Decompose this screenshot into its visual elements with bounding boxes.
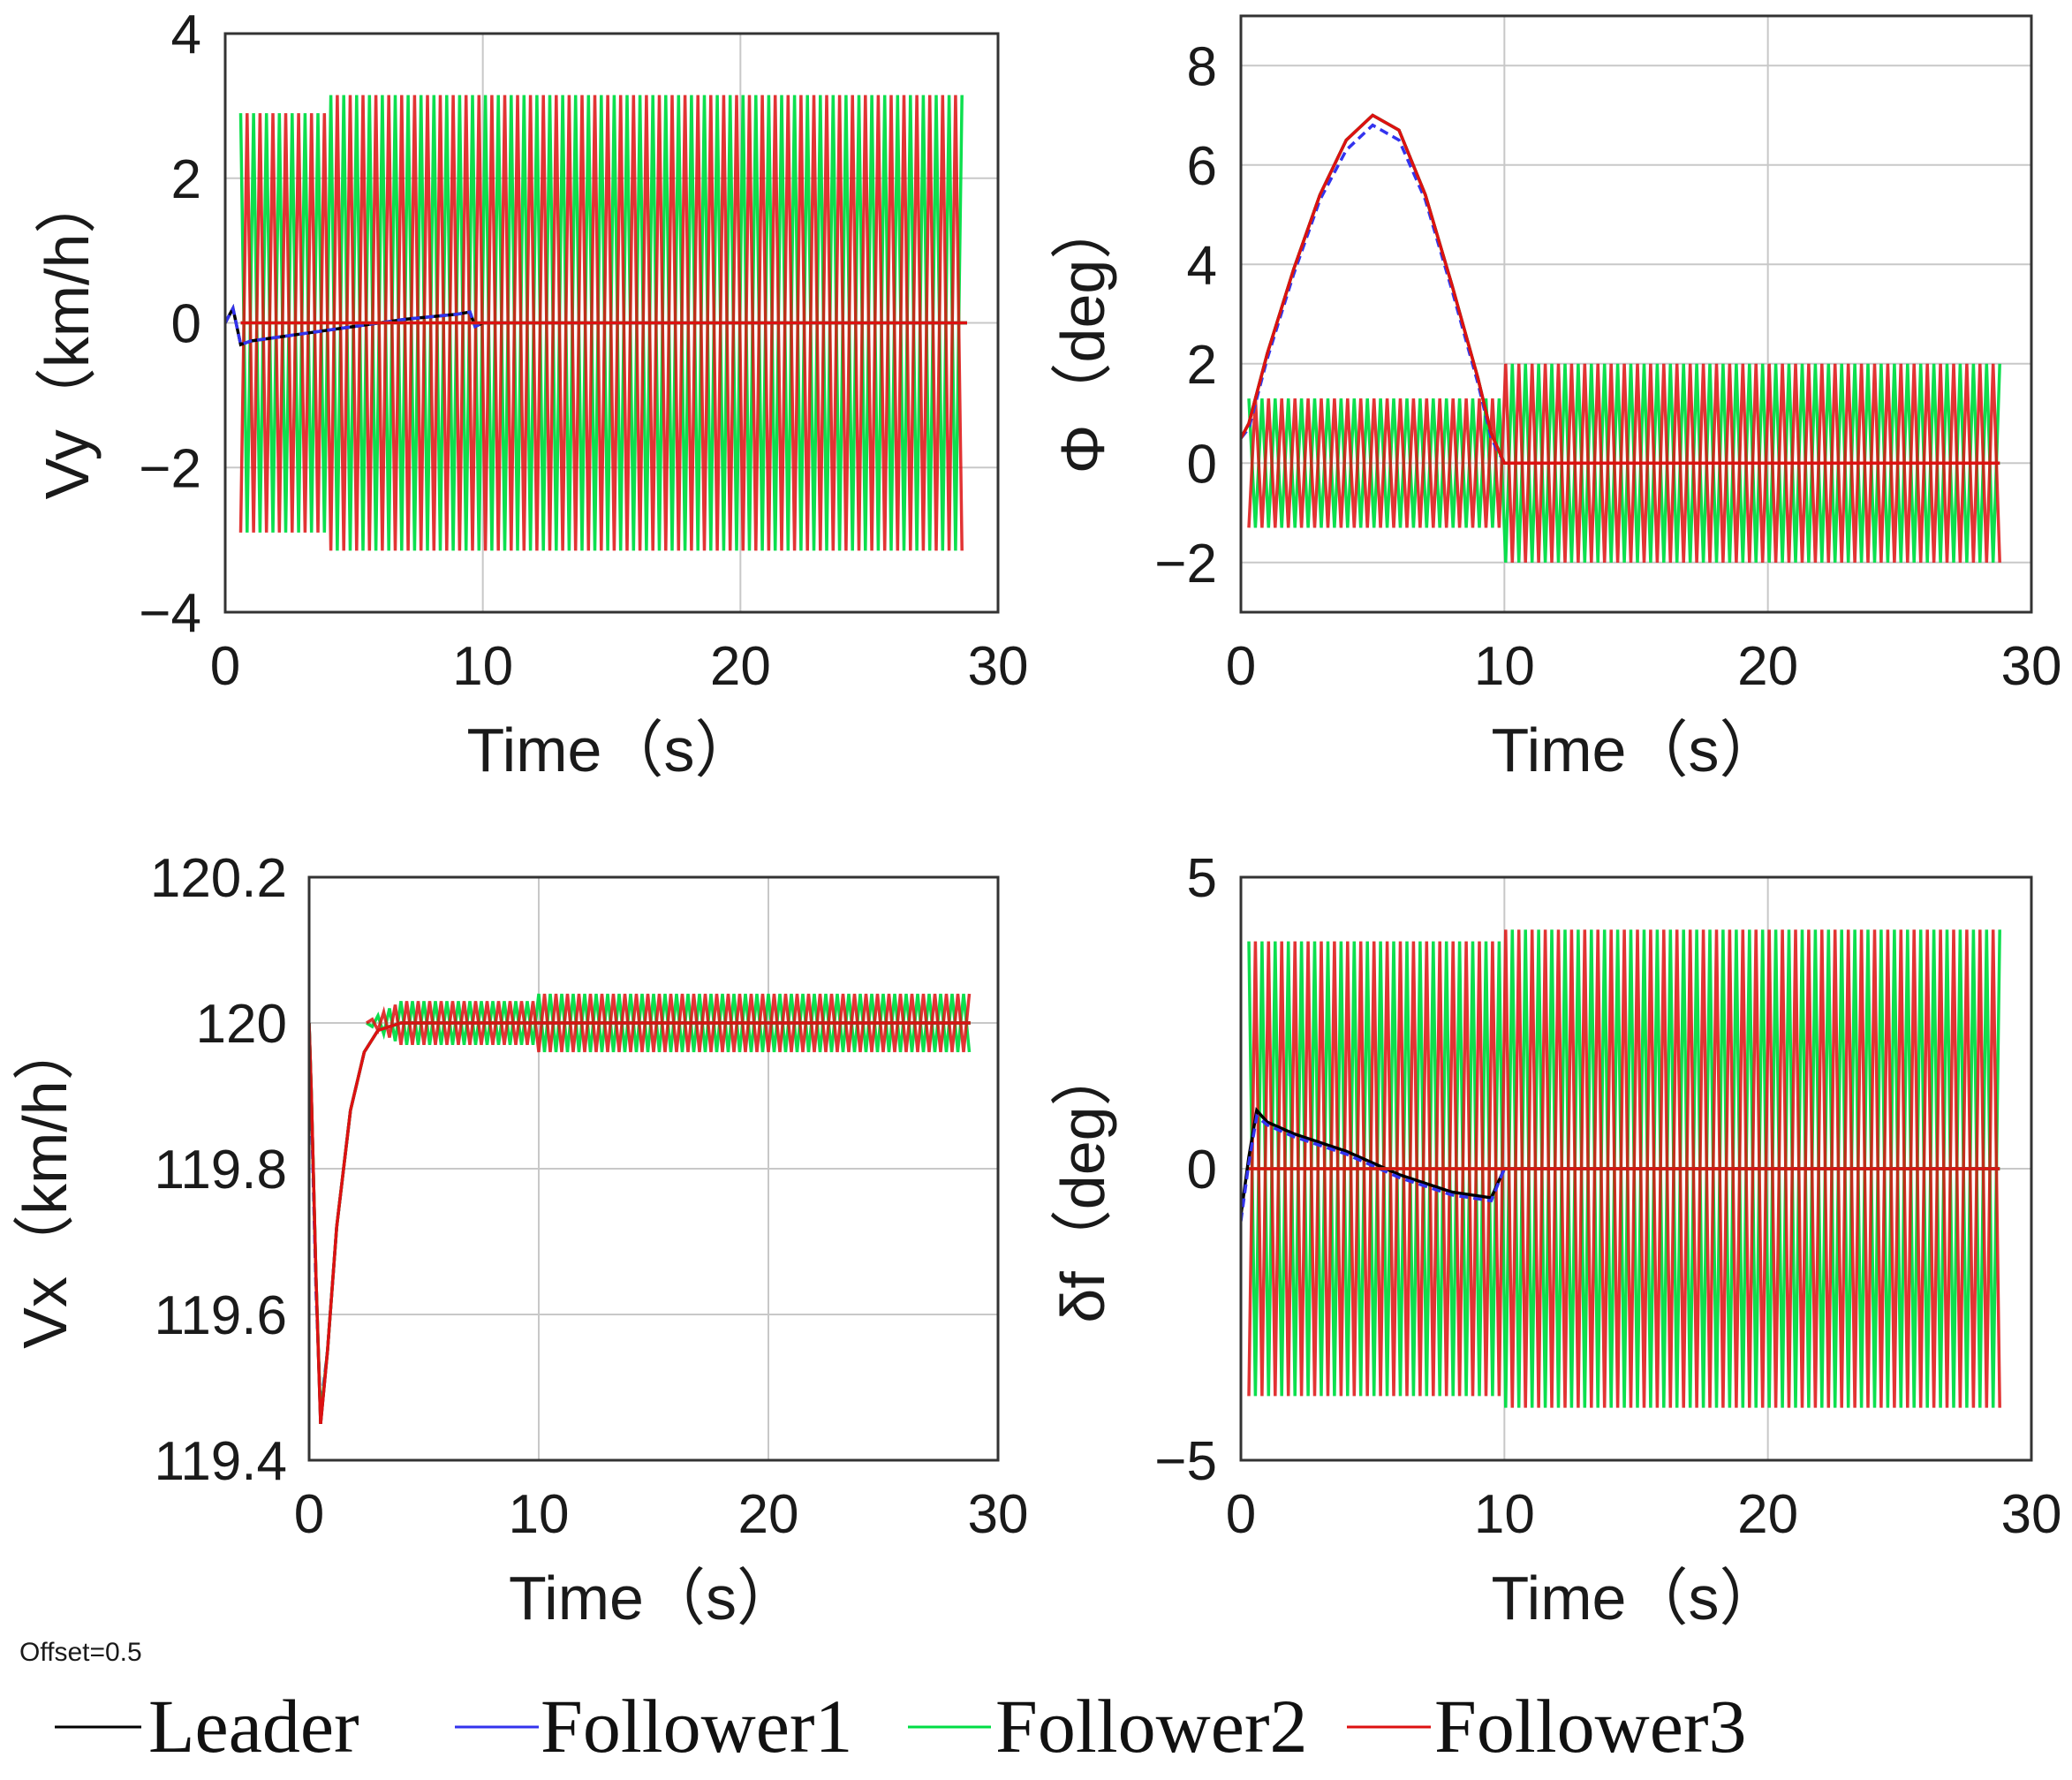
x-tick-label-vx-3: 30 <box>968 1484 1029 1545</box>
axes-frame-phi <box>1239 14 2033 614</box>
x-tick-label-phi-0: 0 <box>1226 636 1256 697</box>
y-tick-label-vy-2: 0 <box>171 294 201 355</box>
axes-frame-vx <box>307 875 1000 1462</box>
oscillation-follower2-phi <box>1247 363 2001 563</box>
y-tick-label-vx-1: 120 <box>196 994 287 1055</box>
oscillation-follower3-delta <box>1247 929 2001 1408</box>
series-line-follower3-phi <box>1241 113 2000 466</box>
legend-item-follower3: Follower3 <box>1347 1684 1747 1769</box>
x-tick-label-phi-1: 10 <box>1474 636 1535 697</box>
chart-panel-vx: 0 10 20 30 120.2 120 119.8 119.6 119.4 Time（s） Vx（… <box>11 848 1028 1632</box>
y-tick-label-vx-4: 119.4 <box>154 1431 287 1492</box>
plot-area-phi <box>1241 113 2001 563</box>
legend-item-leader: Leader <box>55 1684 359 1769</box>
plot-area-vy <box>225 95 967 551</box>
series-line-follower2-vx <box>309 1021 971 1417</box>
x-tick-label-delta-3: 30 <box>2001 1484 2062 1545</box>
x-tick-label-vx-2: 20 <box>738 1484 799 1545</box>
y-tick-label-vy-1: 2 <box>171 149 201 210</box>
axes-frame-vy <box>223 32 1000 614</box>
x-tick-label-phi-3: 30 <box>2001 636 2062 697</box>
x-axis-label-vy: Time（s） <box>467 716 757 784</box>
legend: Leader Follower1 Follower2 Follower3 <box>55 1684 1747 1769</box>
y-axis-label-phi: Φ（deg） <box>1048 198 1117 474</box>
legend-label-follower3: Follower3 <box>1434 1684 1747 1769</box>
x-tick-label-delta-0: 0 <box>1226 1484 1256 1545</box>
y-tick-label-phi-4: 0 <box>1187 434 1217 495</box>
plot-area-delta <box>1241 929 2001 1408</box>
series-line-follower3-vx <box>309 1021 971 1424</box>
x-tick-label-vy-1: 10 <box>452 636 513 697</box>
oscillation-follower3-phi <box>1247 363 2001 563</box>
y-tick-label-phi-5: −2 <box>1154 534 1217 595</box>
x-tick-label-vy-2: 20 <box>710 636 771 697</box>
y-tick-label-delta-2: −5 <box>1154 1431 1217 1492</box>
series-line-leader-vx <box>309 1021 971 1424</box>
y-tick-label-phi-3: 2 <box>1187 335 1217 396</box>
x-tick-label-vx-0: 0 <box>294 1484 324 1545</box>
y-tick-label-phi-1: 6 <box>1187 136 1217 197</box>
legend-item-follower2: Follower2 <box>908 1684 1308 1769</box>
y-tick-label-delta-0: 5 <box>1187 848 1217 909</box>
y-tick-label-vy-0: 4 <box>171 4 201 65</box>
x-axis-label-phi: Time（s） <box>1492 716 1781 784</box>
y-tick-label-vy-4: −4 <box>139 583 201 644</box>
y-tick-label-vy-3: −2 <box>139 438 201 499</box>
x-tick-label-vy-0: 0 <box>210 636 240 697</box>
offset-note: Offset=0.5 <box>19 1638 142 1667</box>
oscillation-follower2-delta <box>1247 929 2001 1408</box>
x-tick-label-delta-1: 10 <box>1474 1484 1535 1545</box>
legend-item-follower1: Follower1 <box>455 1684 853 1769</box>
y-tick-label-vx-0: 120.2 <box>150 848 287 909</box>
y-tick-label-delta-1: 0 <box>1187 1140 1217 1201</box>
y-tick-label-phi-0: 8 <box>1187 36 1217 97</box>
grid-vx <box>308 876 999 1461</box>
x-tick-label-phi-2: 20 <box>1737 636 1798 697</box>
y-tick-label-vx-3: 119.6 <box>154 1285 287 1346</box>
axes-frame-delta <box>1239 875 2033 1462</box>
x-tick-label-delta-2: 20 <box>1737 1484 1798 1545</box>
legend-label-leader: Leader <box>148 1684 359 1769</box>
y-axis-label-vy: Vy（km/h） <box>33 172 102 500</box>
oscillation-follower2-vy <box>238 95 964 551</box>
legend-label-follower1: Follower1 <box>541 1684 853 1769</box>
plot-area-vx <box>309 993 972 1424</box>
oscillation-follower3-vy <box>238 95 964 551</box>
y-tick-label-phi-2: 4 <box>1187 235 1217 296</box>
series-line-follower1-vx <box>309 1021 971 1410</box>
x-tick-label-vx-1: 10 <box>509 1484 570 1545</box>
y-axis-label-vx: Vx（km/h） <box>11 1019 79 1348</box>
x-tick-label-vy-3: 30 <box>968 636 1029 697</box>
y-axis-label-delta: δf（deg） <box>1048 1044 1117 1322</box>
y-tick-label-vx-2: 119.8 <box>154 1140 287 1201</box>
legend-label-follower2: Follower2 <box>995 1684 1308 1769</box>
x-axis-label-vx: Time（s） <box>509 1564 798 1632</box>
x-axis-label-delta: Time（s） <box>1492 1564 1781 1632</box>
